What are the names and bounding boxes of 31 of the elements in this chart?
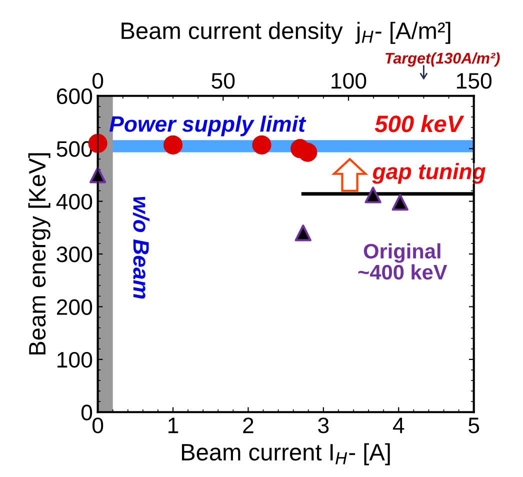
point xyxy=(252,135,272,154)
annotation: Power supply limit xyxy=(109,116,306,136)
text: Target(130A/m²) xyxy=(386,52,500,67)
annotation: w/o Beam xyxy=(132,196,150,299)
y-tick-label: 400 xyxy=(56,194,92,210)
x-tick-label: 5 xyxy=(468,418,480,434)
point xyxy=(163,135,183,154)
x2-tick-label: 100 xyxy=(332,72,366,89)
y-tick-label: 300 xyxy=(56,246,92,262)
y-axis-title: Beam energy [KeV] xyxy=(28,153,50,354)
point xyxy=(364,186,382,204)
annotation: 500 keV xyxy=(374,114,464,132)
annotation: Original ~400 keV xyxy=(358,243,448,280)
y-tick-label: 200 xyxy=(56,299,92,315)
x-axis-title: Beam current I$_{H}$- [A] xyxy=(182,443,390,466)
x-tick-label: 3 xyxy=(318,418,329,434)
point xyxy=(392,194,408,211)
x2-tick-label: 150 xyxy=(456,72,492,89)
point xyxy=(89,166,106,184)
point xyxy=(294,224,312,242)
x-tick-label: 4 xyxy=(392,418,404,434)
y-tick-label: 0 xyxy=(81,404,92,420)
x2-tick-label: 50 xyxy=(212,72,235,89)
y-tick-label: 100 xyxy=(58,352,92,368)
y-tick-label: 600 xyxy=(56,88,92,104)
x2-tick-label: 0 xyxy=(92,72,104,89)
point xyxy=(298,142,318,162)
x-tick-label: 0 xyxy=(92,418,104,434)
x2-axis-title: Beam current density j$_{H}$- [A/m²] xyxy=(122,22,450,44)
x-tick-label: 1 xyxy=(168,418,178,434)
x-tick-label: 2 xyxy=(243,418,254,434)
